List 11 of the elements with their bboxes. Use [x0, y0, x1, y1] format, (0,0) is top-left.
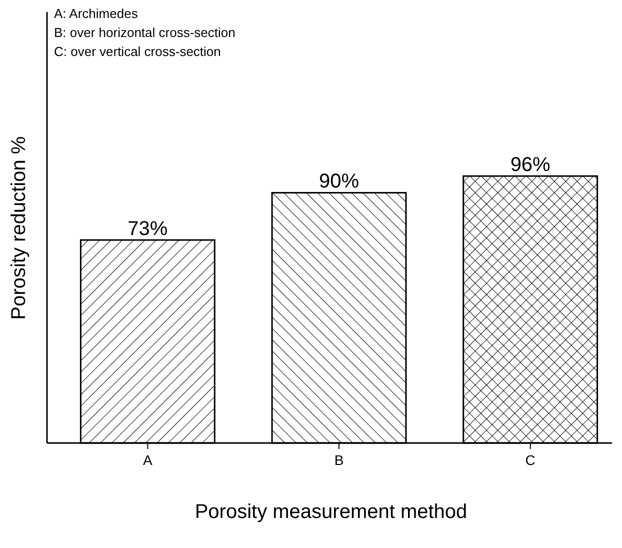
data-label: 73%	[128, 218, 168, 240]
y-axis-title: Porosity reduction %	[8, 136, 30, 320]
x-tick-label: C	[525, 452, 536, 468]
x-tick-label: A	[142, 452, 153, 468]
data-label: 90%	[318, 170, 360, 193]
annotation: C: over vertical cross-section	[54, 44, 221, 59]
annotation: A: Archimedes	[54, 6, 138, 21]
x-axis-title: Porosity measurement method	[194, 501, 468, 523]
x-tick-label: B	[334, 452, 344, 468]
data-label: 96%	[510, 154, 551, 176]
annotation: B: over horizontal cross-section	[54, 25, 236, 40]
